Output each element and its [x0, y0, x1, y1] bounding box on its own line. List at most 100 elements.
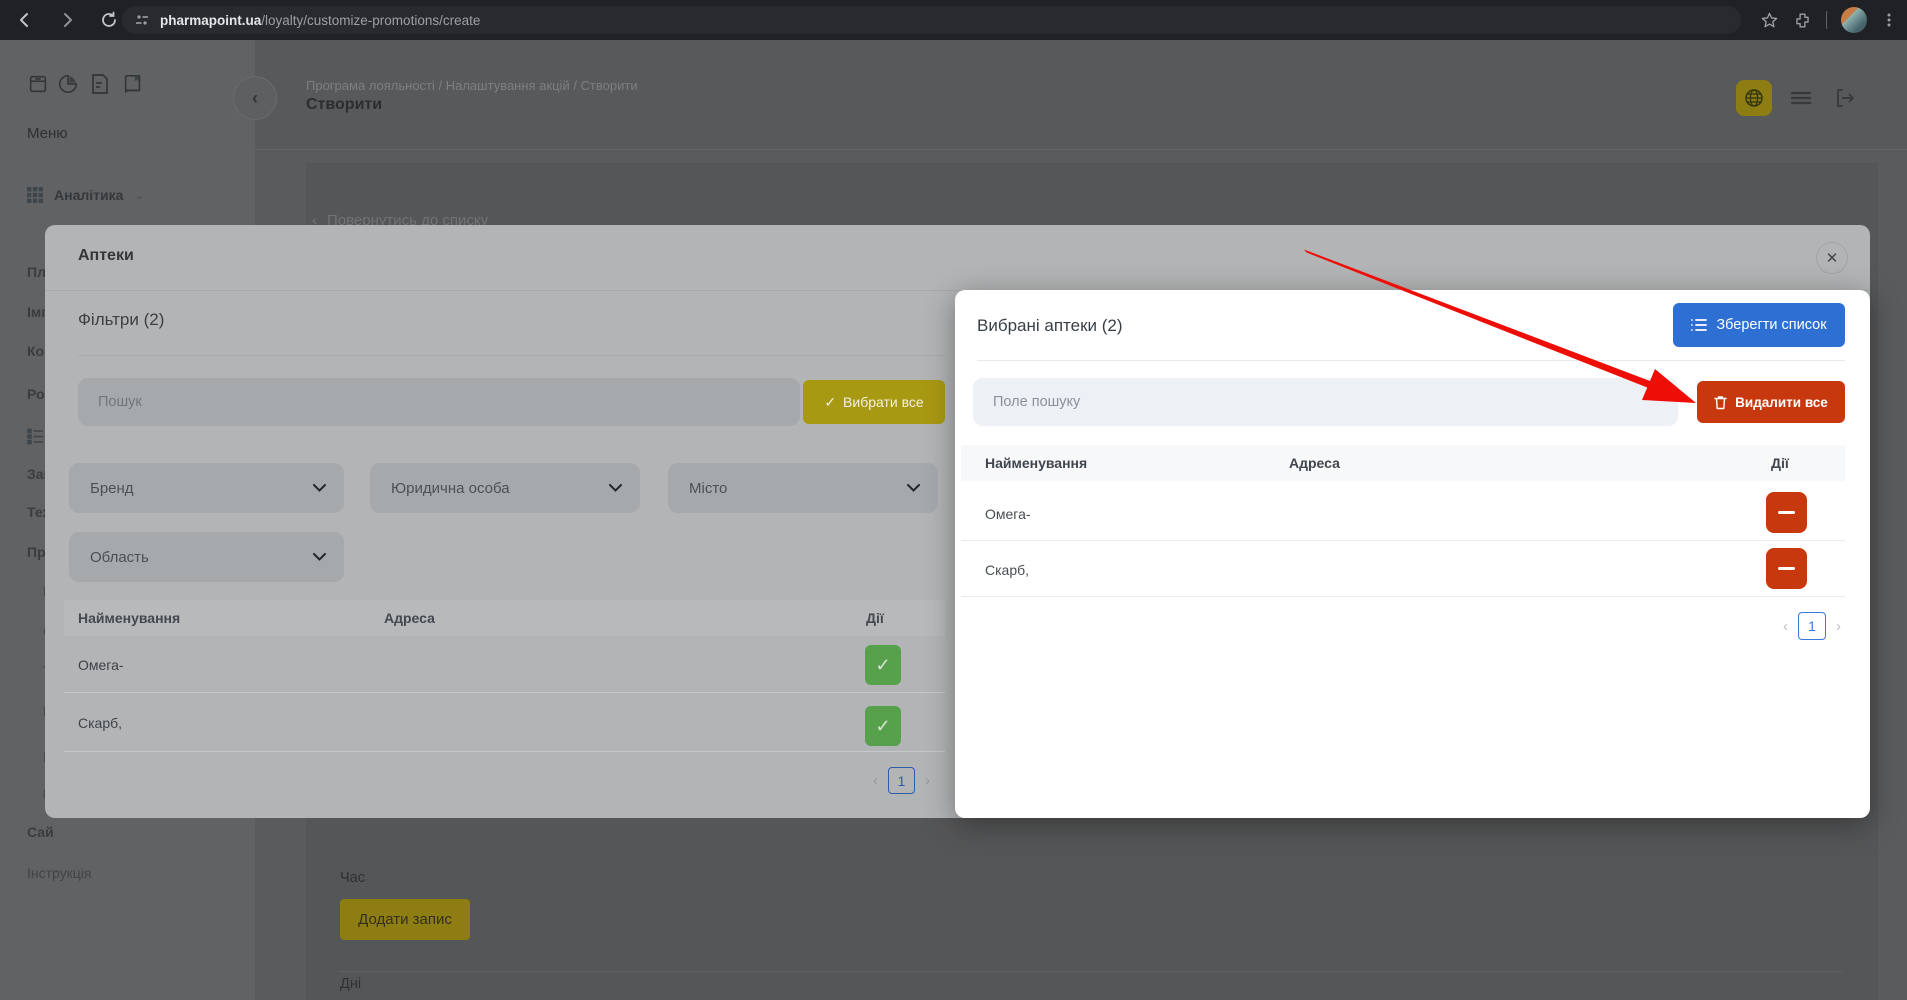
- time-field-label: Час: [340, 870, 365, 886]
- sidebar-item-label: Аналітика: [54, 187, 124, 203]
- close-icon: ✕: [1825, 250, 1839, 267]
- check-icon: ✓: [824, 393, 837, 410]
- days-field-label: Дні: [340, 976, 362, 992]
- forward-icon[interactable]: [50, 3, 84, 37]
- menu-button[interactable]: [1783, 80, 1819, 116]
- column-actions: Дії: [866, 610, 884, 626]
- prev-page-icon[interactable]: ‹: [1783, 617, 1788, 635]
- delete-all-button[interactable]: Видалити все: [1697, 381, 1845, 423]
- prev-page-icon[interactable]: ‹: [873, 772, 878, 789]
- column-name: Найменування: [78, 610, 181, 626]
- url-bar[interactable]: pharmapoint.ua/loyalty/customize-promoti…: [122, 6, 1741, 34]
- browser-bar: pharmapoint.ua/loyalty/customize-promoti…: [0, 0, 1907, 40]
- pharmacy-name: Омега-: [985, 506, 1031, 522]
- document-icon[interactable]: [90, 73, 110, 95]
- remove-pharmacy-button[interactable]: [1766, 548, 1807, 589]
- chevron-down-icon: [313, 484, 326, 492]
- pie-chart-icon[interactable]: [57, 73, 79, 95]
- minus-icon: [1778, 511, 1795, 514]
- pharmacy-name: Скарб,: [985, 562, 1030, 578]
- selected-check-button[interactable]: ✓: [865, 645, 901, 685]
- archive-icon[interactable]: [27, 73, 49, 95]
- grid-icon: [27, 187, 43, 203]
- chrome-menu-icon[interactable]: [1881, 12, 1897, 28]
- profile-avatar[interactable]: [1841, 7, 1867, 33]
- filters-table-header: Найменування Адреса Дії: [64, 600, 945, 636]
- back-to-list-link[interactable]: ‹ Повернутись до списку: [312, 212, 489, 229]
- check-icon: ✓: [875, 654, 891, 675]
- legal-entity-dropdown[interactable]: Юридична особа: [370, 463, 640, 513]
- add-time-record-button[interactable]: Додати запис: [340, 899, 470, 940]
- region-dropdown[interactable]: Область: [69, 532, 344, 582]
- sidebar-item[interactable]: Імп: [27, 304, 50, 320]
- column-address: Адреса: [384, 610, 435, 626]
- column-name: Найменування: [985, 455, 1088, 471]
- save-list-button[interactable]: Зберегти список: [1673, 303, 1845, 347]
- chevron-down-icon: [907, 484, 920, 492]
- panel-divider: [977, 360, 1845, 361]
- next-page-icon[interactable]: ›: [925, 772, 930, 789]
- brand-dropdown[interactable]: Бренд: [69, 463, 344, 513]
- filters-pagination: ‹ 1 ›: [873, 767, 930, 794]
- modal-close-button[interactable]: ✕: [1816, 242, 1848, 274]
- globe-icon: [1744, 88, 1764, 108]
- bookmark-star-icon[interactable]: [1760, 11, 1779, 30]
- chevron-down-icon: ⌄: [134, 188, 145, 202]
- site-settings-icon[interactable]: [134, 12, 150, 28]
- row-divider: [961, 596, 1845, 597]
- toolbar-divider: [1826, 11, 1827, 29]
- select-all-button[interactable]: ✓ Вибрати все: [803, 380, 945, 424]
- filters-search-input[interactable]: [78, 378, 800, 426]
- column-actions: Дії: [1771, 455, 1789, 471]
- list-icon[interactable]: [27, 388, 44, 445]
- row-divider: [961, 540, 1845, 541]
- filters-title: Фільтри (2): [78, 310, 165, 329]
- modal-title: Аптеки: [78, 247, 134, 264]
- logout-button[interactable]: [1827, 80, 1863, 116]
- list-icon: [1691, 318, 1708, 332]
- chevron-down-icon: [313, 553, 326, 561]
- check-icon: ✓: [875, 715, 891, 736]
- language-button[interactable]: [1736, 80, 1772, 116]
- logout-icon: [1834, 88, 1856, 108]
- chevron-down-icon: [609, 484, 622, 492]
- form-divider: [340, 971, 1843, 972]
- sidebar-item-instruction[interactable]: Інструкція: [27, 865, 92, 881]
- remove-pharmacy-button[interactable]: [1766, 492, 1807, 533]
- reload-icon[interactable]: [92, 3, 126, 37]
- filters-divider: [78, 355, 945, 356]
- selected-search-input[interactable]: [973, 378, 1678, 426]
- row-divider: [64, 751, 945, 752]
- column-address: Адреса: [1289, 455, 1340, 471]
- page-number[interactable]: 1: [1798, 612, 1826, 640]
- selected-table-header: Найменування Адреса Дії: [961, 445, 1845, 481]
- next-page-icon[interactable]: ›: [1836, 617, 1841, 635]
- page-title: Створити: [306, 96, 383, 113]
- book-icon[interactable]: [122, 73, 144, 95]
- selected-check-button[interactable]: ✓: [865, 706, 901, 746]
- row-divider: [64, 692, 945, 693]
- pharmacy-name: Скарб,: [78, 715, 123, 731]
- modal-header-divider: [45, 290, 1870, 291]
- extensions-icon[interactable]: [1793, 11, 1812, 30]
- breadcrumb: Програма лояльності / Налаштування акцій…: [306, 78, 638, 93]
- url-path: /loyalty/customize-promotions/create: [261, 12, 481, 28]
- hamburger-icon: [1790, 89, 1812, 107]
- sidebar-collapse-button[interactable]: ‹: [233, 76, 277, 120]
- page-number[interactable]: 1: [888, 767, 915, 794]
- city-dropdown[interactable]: Місто: [668, 463, 938, 513]
- sidebar-item[interactable]: Тех: [27, 504, 51, 520]
- menu-heading: Меню: [27, 125, 68, 142]
- sidebar-item[interactable]: Сай: [27, 824, 54, 840]
- back-icon[interactable]: [8, 3, 42, 37]
- selected-pagination: ‹ 1 ›: [1783, 612, 1841, 640]
- pharmacy-name: Омега-: [78, 657, 124, 673]
- url-domain: pharmapoint.ua: [160, 12, 262, 28]
- app-header: Програма лояльності / Налаштування акцій…: [255, 40, 1907, 150]
- chevron-left-icon: ‹: [252, 87, 258, 108]
- minus-icon: [1778, 567, 1795, 570]
- selected-pharmacies-panel: Вибрані аптеки (2) Зберегти список Видал…: [955, 290, 1870, 818]
- trash-icon: [1714, 395, 1727, 410]
- sidebar-item-analytics[interactable]: Аналітика ⌄: [27, 187, 144, 203]
- chevron-left-icon: ‹: [312, 212, 317, 229]
